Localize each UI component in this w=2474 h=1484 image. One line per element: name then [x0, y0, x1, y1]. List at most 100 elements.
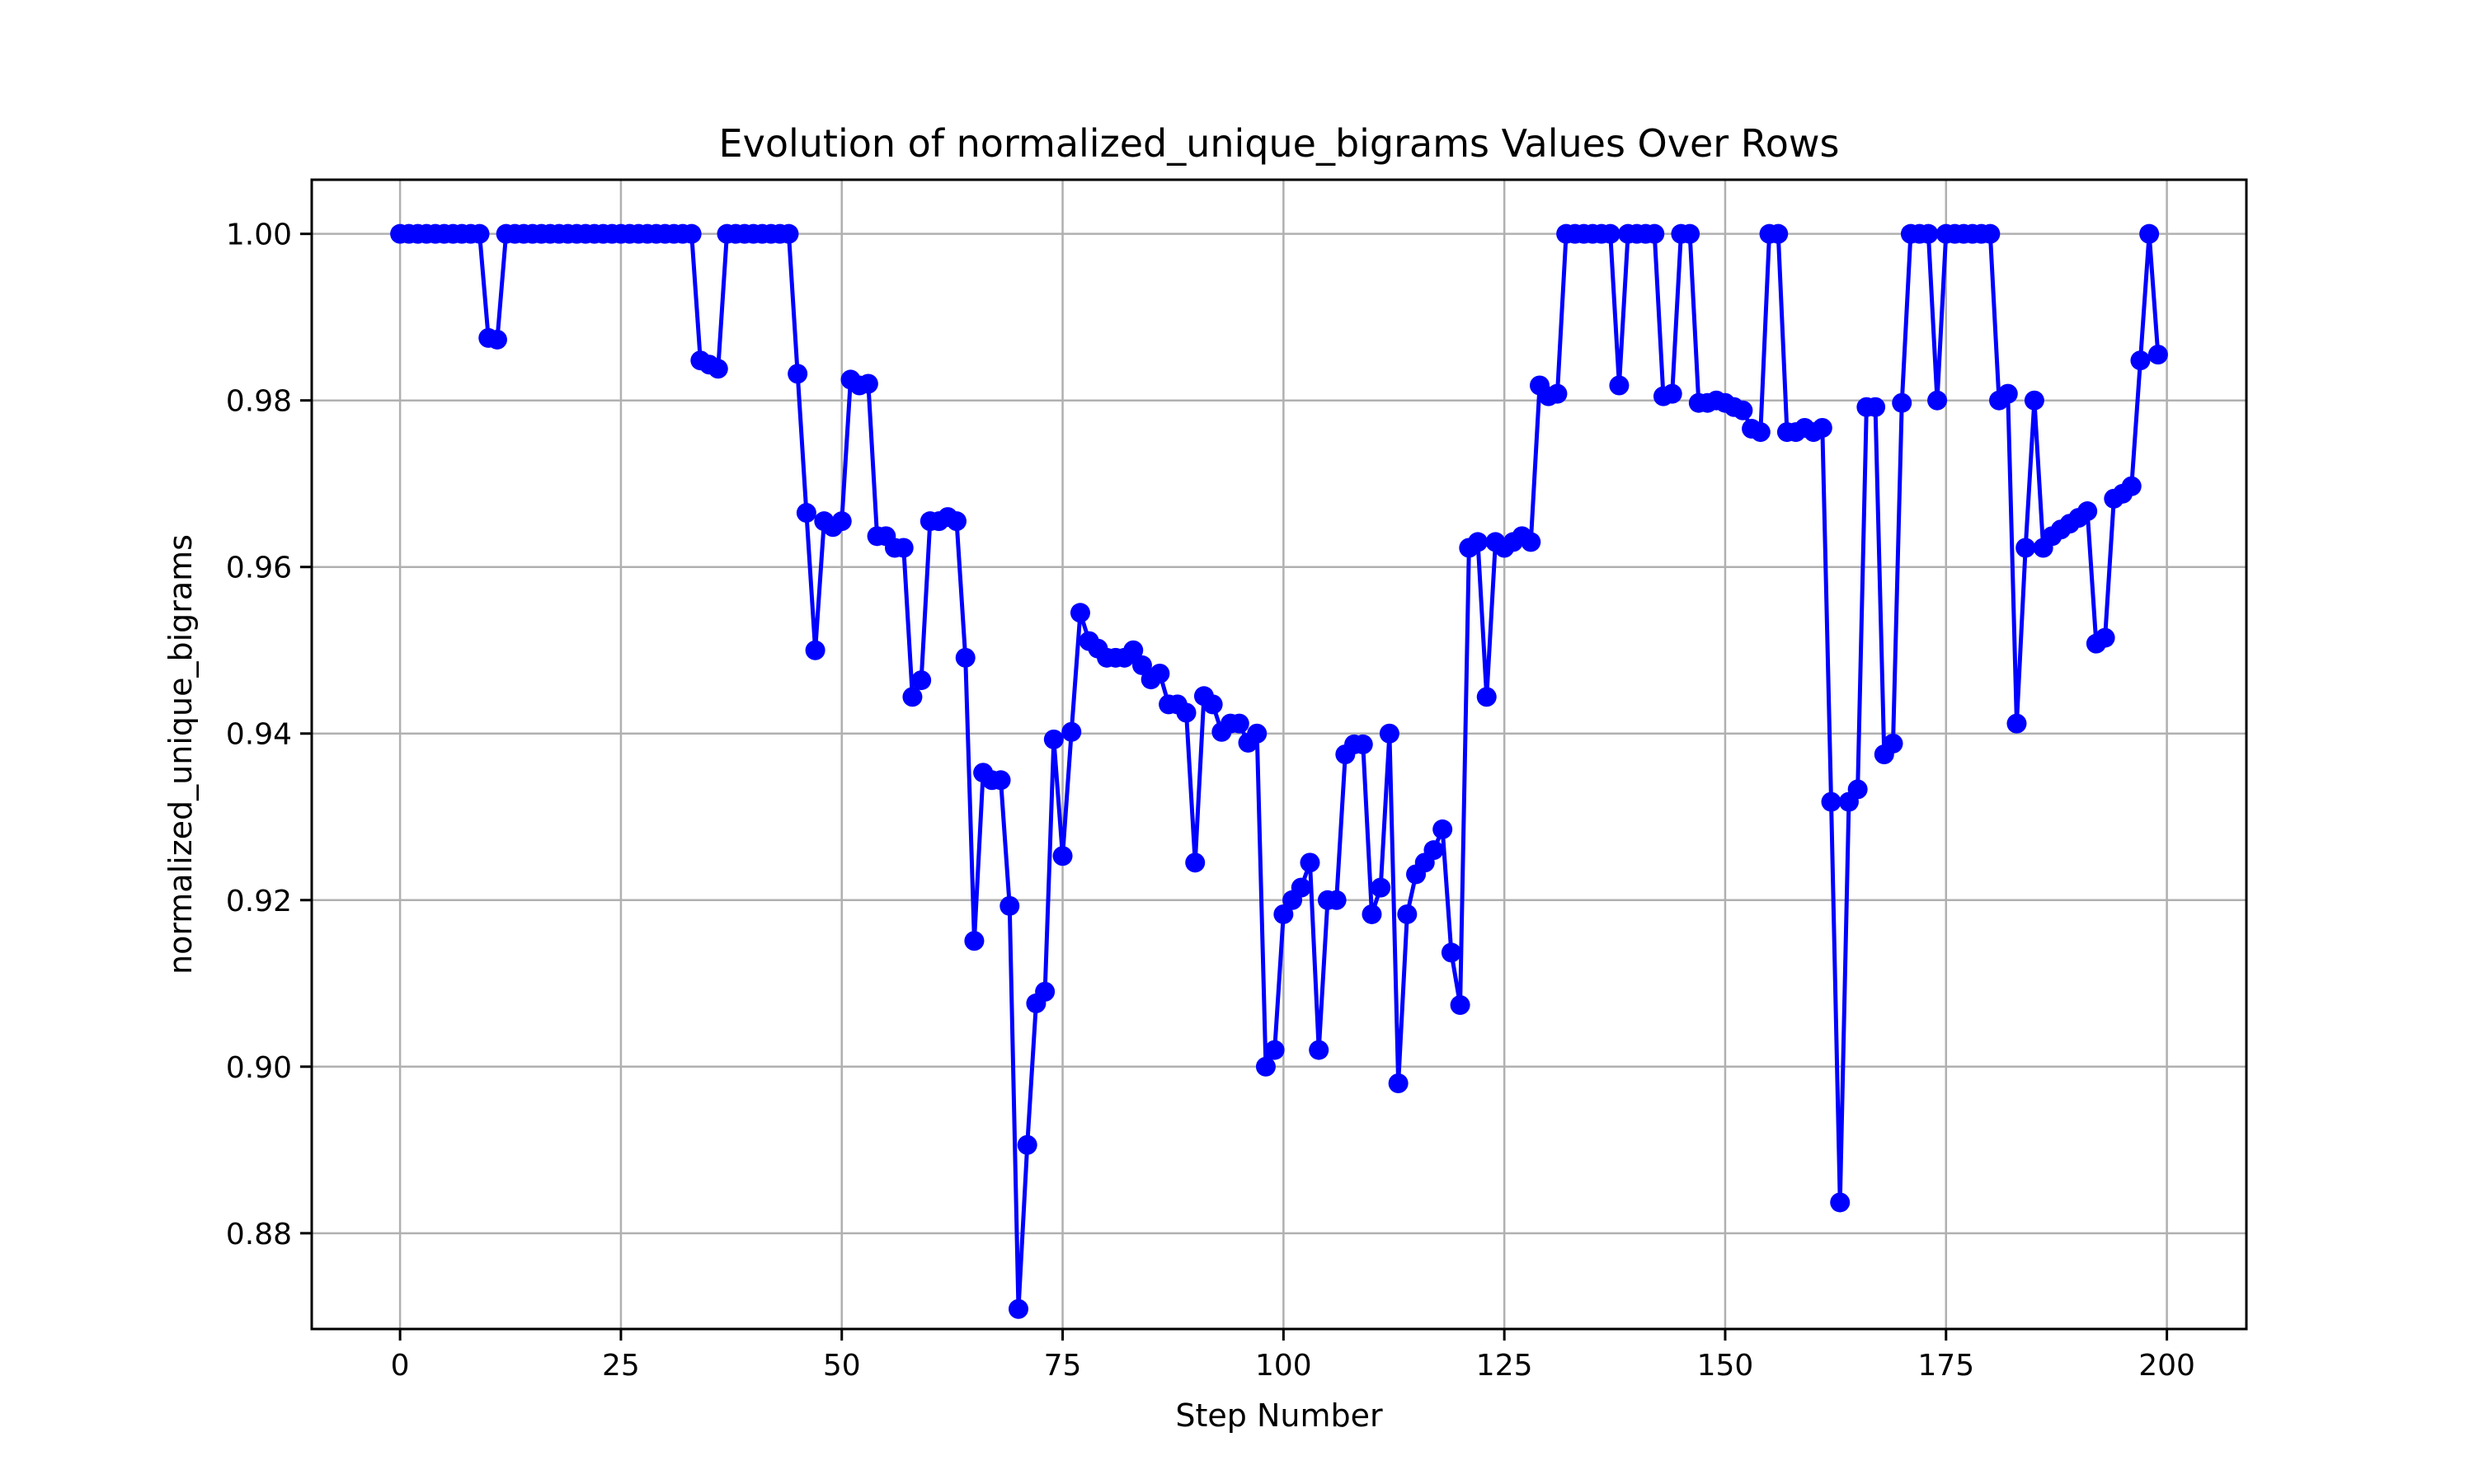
y-tick-label: 0.96	[226, 552, 292, 585]
data-point	[1600, 223, 1620, 244]
data-point	[1061, 721, 1082, 742]
data-point	[788, 364, 808, 384]
data-point	[1291, 877, 1311, 898]
data-point	[893, 538, 914, 558]
data-point	[1476, 687, 1497, 707]
x-tick-label: 200	[2138, 1349, 2195, 1383]
data-point	[1468, 532, 1489, 552]
chart-title: Evolution of normalized_unique_bigrams V…	[719, 121, 1840, 166]
data-point	[1892, 392, 1912, 413]
data-point	[1388, 1073, 1409, 1094]
data-point	[805, 640, 825, 660]
data-point	[681, 223, 702, 244]
data-point	[1662, 383, 1682, 404]
data-point	[1609, 375, 1630, 396]
data-point	[911, 670, 932, 691]
data-point	[955, 647, 976, 668]
data-point	[1309, 1040, 1329, 1060]
data-point	[1264, 1040, 1285, 1060]
data-point	[1441, 942, 1461, 963]
data-point	[1750, 422, 1771, 443]
x-tick-label: 25	[602, 1349, 640, 1383]
data-point	[1847, 779, 1868, 800]
y-tick-label: 0.90	[226, 1051, 292, 1085]
series-line	[400, 232, 2161, 1312]
x-tick-label: 125	[1476, 1349, 1533, 1383]
data-point	[1150, 664, 1170, 684]
data-point	[990, 770, 1011, 791]
x-tick-label: 0	[391, 1349, 410, 1383]
y-tick-label: 1.00	[226, 218, 292, 252]
data-point	[999, 895, 1020, 916]
data-point	[1131, 655, 1152, 675]
data-point	[2095, 627, 2115, 648]
y-tick-label: 0.94	[226, 718, 292, 752]
y-tick-label: 0.98	[226, 385, 292, 419]
data-point	[1202, 694, 1223, 715]
data-point	[1927, 390, 1948, 411]
data-point	[1326, 890, 1347, 910]
data-point	[1521, 532, 1541, 552]
data-point	[1379, 723, 1399, 744]
x-tick-label: 75	[1044, 1349, 1082, 1383]
data-point	[2024, 390, 2044, 411]
data-point	[1371, 877, 1391, 898]
data-point	[1450, 995, 1470, 1016]
grid	[312, 180, 2246, 1329]
data-point	[1423, 840, 1444, 861]
y-tick-label: 0.92	[226, 885, 292, 918]
data-point	[1185, 852, 1206, 873]
data-point	[1255, 1056, 1276, 1077]
y-tick-label: 0.88	[226, 1218, 292, 1252]
data-point	[831, 511, 852, 532]
x-tick-label: 100	[1255, 1349, 1312, 1383]
x-tick-label: 175	[1917, 1349, 1974, 1383]
data-point	[1397, 904, 1418, 924]
data-point	[1070, 603, 1090, 623]
axis-ticks: 0 25 50 75 100 125 150 175 200 0.88 0.90 0.92 0.94 0.…	[226, 218, 2195, 1383]
data-point	[1352, 734, 1373, 754]
plot-area-frame	[310, 178, 2248, 1331]
data-point	[1918, 223, 1939, 244]
x-tick-label: 50	[823, 1349, 861, 1383]
data-point	[1043, 729, 1064, 749]
data-point	[1300, 852, 1320, 873]
data-point	[1733, 400, 1753, 420]
data-point	[1035, 981, 1056, 1002]
data-point	[796, 503, 816, 524]
data-point	[1883, 733, 1903, 754]
data-point	[778, 223, 799, 244]
data-point	[1008, 1298, 1028, 1319]
data-point	[1052, 846, 1073, 866]
data-point	[947, 511, 967, 532]
y-axis-label: normalized_unique_bigrams	[162, 534, 199, 974]
data-point	[708, 359, 728, 379]
x-axis-label: Step Number	[1175, 1397, 1383, 1434]
data-point	[1017, 1134, 1037, 1155]
data-point	[487, 329, 507, 350]
data-point	[1123, 640, 1144, 660]
data-point	[1176, 702, 1197, 723]
data-point	[1768, 223, 1789, 244]
data-point	[2130, 350, 2151, 371]
data-point	[1432, 819, 1453, 839]
data-point	[1273, 904, 1294, 924]
data-point	[469, 223, 490, 244]
data-point	[1247, 723, 1268, 744]
data-point	[1680, 223, 1700, 244]
data-point	[1547, 383, 1568, 404]
data-series	[390, 223, 2168, 1319]
data-point	[1812, 418, 1832, 439]
data-point	[1980, 223, 2001, 244]
data-point	[2015, 538, 2036, 558]
data-point	[1821, 791, 1841, 812]
data-point	[1362, 904, 1382, 924]
data-point	[1644, 223, 1665, 244]
data-point	[964, 931, 985, 951]
data-point	[1997, 383, 2018, 404]
data-point	[1865, 397, 1886, 417]
data-point	[902, 687, 923, 707]
data-point	[2006, 713, 2027, 734]
